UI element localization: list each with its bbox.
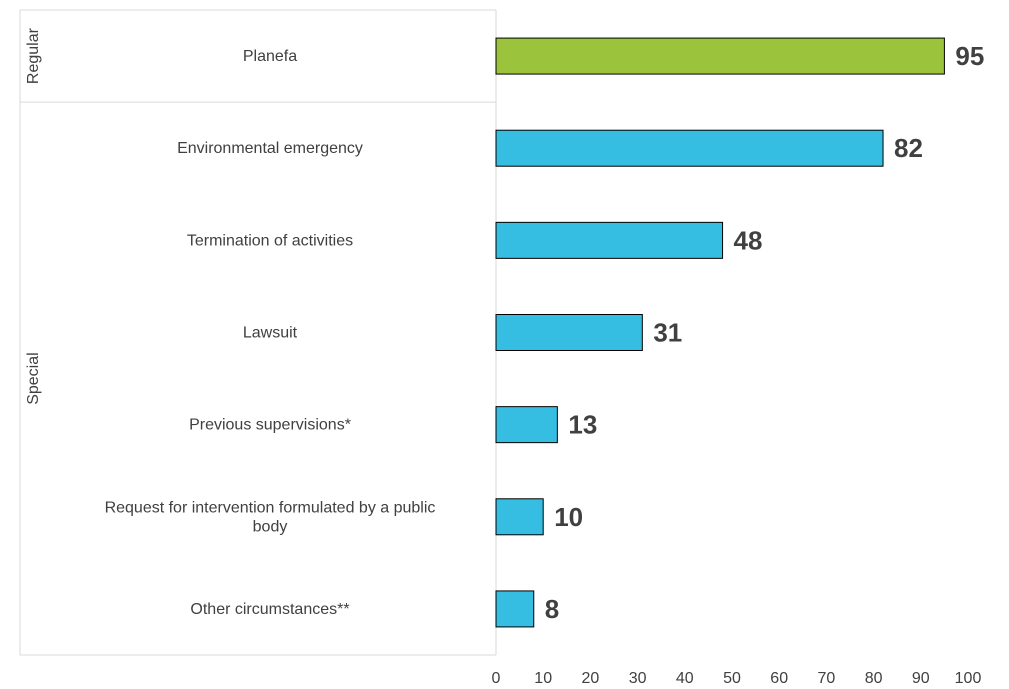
bars: [495, 37, 945, 628]
group-label-special: Special: [25, 352, 42, 404]
value-labels: 95 82 48 31 13 10 8: [545, 41, 985, 624]
x-tick-label: 40: [676, 670, 694, 687]
x-tick-label: 30: [629, 670, 647, 687]
category-labels: Planefa Environmental emergency Terminatio…: [105, 48, 436, 618]
x-tick-label: 80: [865, 670, 883, 687]
value-label: 95: [955, 41, 984, 71]
value-label: 13: [568, 410, 597, 440]
x-tick-label: 50: [723, 670, 741, 687]
x-tick-label: 10: [534, 670, 552, 687]
x-tick-label: 100: [955, 670, 982, 687]
category-label: Lawsuit: [243, 325, 298, 342]
group-label-regular: Regular: [25, 27, 42, 84]
x-tick-label: 20: [582, 670, 600, 687]
bar: [495, 590, 535, 628]
bar: [495, 406, 558, 444]
value-label: 82: [894, 133, 923, 163]
value-label: 8: [545, 594, 559, 624]
category-label: Previous supervisions*: [189, 417, 351, 434]
value-label: 31: [653, 318, 682, 348]
x-tick-label: 0: [492, 670, 501, 687]
category-label: Environmental emergency: [177, 140, 363, 157]
group-labels: Regular Special: [25, 27, 42, 404]
x-tick-label: 90: [912, 670, 930, 687]
x-axis-ticks: 0 10 20 30 40 50 60 70 80 90 100: [492, 670, 982, 687]
value-label: 48: [734, 225, 763, 255]
x-tick-label: 60: [770, 670, 788, 687]
category-label: Planefa: [243, 48, 297, 65]
x-tick-label: 70: [818, 670, 836, 687]
chart-frame: [19, 9, 497, 656]
bar: [495, 314, 643, 351]
value-label: 10: [554, 502, 583, 532]
bar: [495, 129, 884, 167]
category-label: Other circumstances**: [190, 601, 349, 618]
bar: [495, 37, 945, 75]
category-label: Request for intervention formulated by a…: [105, 499, 436, 535]
category-label: Termination of activities: [187, 232, 353, 249]
bar: [495, 221, 724, 259]
bar: [495, 498, 544, 536]
